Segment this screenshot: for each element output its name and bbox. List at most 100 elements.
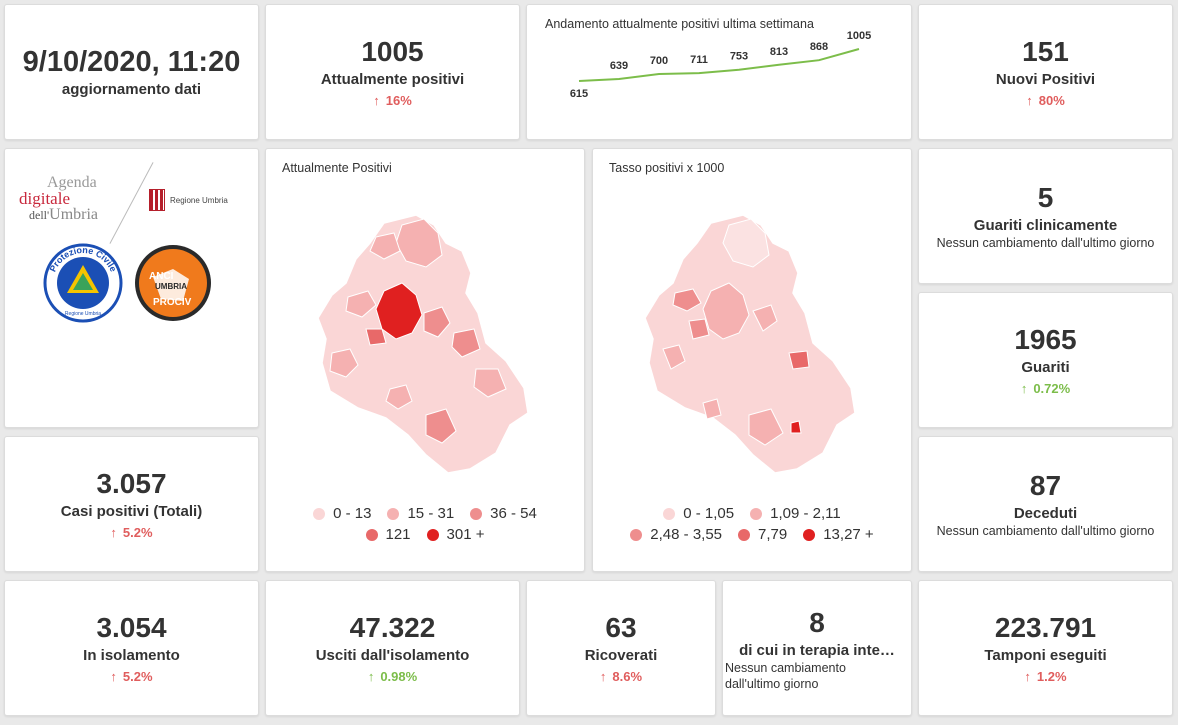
logos-card: Agenda digitale dell'Umbria Regione Umbr… (4, 148, 259, 428)
legend-label: 2,48 - 3,55 (650, 526, 723, 543)
map-positivi-chart[interactable] (266, 193, 584, 493)
legend-item[interactable]: 0 - 1,05 (663, 505, 734, 522)
trend-sparkline: 615 639 700 711 753 813 868 1005 (570, 30, 871, 100)
regione-umbria-emblem-icon (149, 189, 165, 211)
legend-swatch (365, 528, 378, 541)
trend-data-label: 813 (770, 46, 788, 58)
legend-swatch (663, 507, 676, 520)
legend-swatch (630, 528, 643, 541)
legend-item[interactable]: 15 - 31 (387, 505, 454, 522)
arrow-up-icon: ↑ (373, 93, 380, 108)
guariti-value: 1965 (1014, 324, 1077, 355)
guariti-clinicamente-card: 5 Guariti clinicamente Nessun cambiament… (918, 148, 1173, 284)
nuovi-positivi-value: 151 (1022, 36, 1069, 67)
deceduti-value: 87 (1029, 469, 1062, 501)
tamponi-card: 223.791 Tamponi eseguiti ↑ 1.2% (918, 580, 1173, 716)
guariti-clinicamente-label: Guariti clinicamente (973, 216, 1118, 234)
trend-data-label: 615 (570, 88, 588, 100)
arrow-up-icon: ↑ (599, 669, 607, 684)
trend-data-label: 711 (690, 54, 708, 66)
svg-text:PROCIV: PROCIV (153, 297, 192, 308)
casi-totali-delta: ↑ 5.2% (110, 525, 153, 540)
map-tasso-legend: 0 - 1,05 1,09 - 2,11 2,48 - 3,55 7,79 13,27 … (593, 505, 911, 543)
deceduti-card: 87 Deceduti Nessun cambiamento dall'ulti… (918, 436, 1173, 572)
attualmente-positivi-value: 1005 (361, 36, 424, 67)
trend-data-label: 700 (650, 55, 668, 67)
legend-swatch (803, 528, 816, 541)
legend-swatch (426, 528, 439, 541)
legend-label: 0 - 1,05 (683, 505, 735, 522)
legend-label: 121 (385, 526, 411, 543)
nuovi-positivi-label: Nuovi Positivi (995, 71, 1096, 88)
legend-label: 301 + (446, 526, 485, 543)
trend-data-label: 639 (610, 60, 628, 72)
nuovi-positivi-card: 151 Nuovi Positivi ↑ 80% (918, 4, 1173, 140)
casi-totali-label: Casi positivi (Totali) (60, 503, 203, 520)
attualmente-positivi-label: Attualmente positivi (320, 71, 465, 88)
update-label: aggiornamento dati (61, 80, 202, 98)
usciti-delta: ↑ 0.98% (367, 669, 418, 684)
arrow-up-icon: ↑ (110, 525, 117, 540)
arrow-up-icon: ↑ (1020, 381, 1028, 396)
trend-data-label: 753 (730, 51, 748, 63)
tamponi-value: 223.791 (994, 612, 1097, 643)
tamponi-delta: ↑ 1.2% (1024, 669, 1067, 684)
guariti-card: 1965 Guariti ↑ 0.72% (918, 292, 1173, 428)
arrow-up-icon: ↑ (1024, 669, 1031, 684)
attualmente-positivi-delta: ↑ 16% (373, 93, 412, 108)
casi-totali-card: 3.057 Casi positivi (Totali) ↑ 5.2% (4, 436, 259, 572)
trend-data-label: 1005 (847, 30, 871, 42)
map-tasso-card: Tasso positivi x 1000 0 - 1,05 1,09 - 2,1… (592, 148, 912, 572)
legend-item[interactable]: 0 - 13 (313, 505, 371, 522)
guariti-delta: ↑ 0.72% (1020, 381, 1071, 396)
legend-label: 7,79 (758, 526, 788, 543)
isolamento-card: 3.054 In isolamento ↑ 5.2% (4, 580, 259, 716)
trend-card: Andamento attualmente positivi ultima se… (526, 4, 912, 140)
casi-totali-value: 3.057 (96, 468, 167, 499)
legend-item[interactable]: 7,79 (738, 526, 787, 543)
svg-text:UMBRIA: UMBRIA (155, 282, 187, 291)
isolamento-label: In isolamento (83, 647, 180, 664)
trend-line (578, 48, 860, 82)
terapia-intensiva-note: Nessun cambiamento dall'ultimo giorno (725, 661, 846, 691)
ricoverati-delta: ↑ 8.6% (599, 669, 643, 684)
legend-label: 1,09 - 2,11 (770, 505, 841, 522)
legend-label: 0 - 13 (333, 505, 372, 522)
update-card: 9/10/2020, 11:20 aggiornamento dati (4, 4, 259, 140)
legend-item[interactable]: 36 - 54 (470, 505, 537, 522)
legend-item[interactable]: 13,27 + (803, 526, 874, 543)
tamponi-label: Tamponi eseguiti (984, 647, 1107, 664)
trend-title: Andamento attualmente positivi ultima se… (545, 17, 814, 31)
usciti-card: 47.322 Usciti dall'isolamento ↑ 0.98% (265, 580, 520, 716)
legend-swatch (738, 528, 751, 541)
guariti-label: Guariti (1021, 359, 1070, 376)
isolamento-value: 3.054 (96, 612, 167, 643)
deceduti-note: Nessun cambiamento dall'ultimo giorno (936, 523, 1155, 538)
legend-swatch (387, 507, 400, 520)
terapia-intensiva-card: 8 di cui in terapia inte… Nessun cambiam… (722, 580, 912, 716)
terapia-intensiva-label: di cui in terapia inte… (739, 642, 895, 659)
legend-label: 15 - 31 (407, 505, 455, 522)
svg-text:ANCI: ANCI (149, 271, 174, 282)
ricoverati-card: 63 Ricoverati ↑ 8.6% (526, 580, 716, 716)
arrow-up-icon: ↑ (1026, 93, 1033, 108)
legend-item[interactable]: 1,09 - 2,11 (750, 505, 841, 522)
legend-item[interactable]: 301 + (426, 526, 485, 543)
attualmente-positivi-card: 1005 Attualmente positivi ↑ 16% (265, 4, 520, 140)
legend-label: 36 - 54 (490, 505, 537, 522)
protezione-civile-logo: Protezione Civile Regione Umbria (43, 243, 123, 323)
update-datetime: 9/10/2020, 11:20 (22, 45, 241, 78)
map-positivi-title: Attualmente Positivi (282, 161, 392, 175)
trend-data-label: 868 (810, 41, 828, 53)
map-positivi-legend: 0 - 13 15 - 31 36 - 54 121 301 + (266, 505, 584, 543)
guariti-clinicamente-note: Nessun cambiamento dall'ultimo giorno (936, 235, 1155, 250)
legend-item[interactable]: 121 (365, 526, 411, 543)
map-tasso-chart[interactable] (593, 193, 911, 493)
ricoverati-value: 63 (605, 612, 637, 643)
legend-item[interactable]: 2,48 - 3,55 (630, 526, 722, 543)
legend-swatch (470, 507, 483, 520)
deceduti-label: Deceduti (1013, 504, 1078, 522)
map-tasso-title: Tasso positivi x 1000 (609, 161, 725, 175)
legend-label: 13,27 + (823, 526, 874, 543)
guariti-clinicamente-value: 5 (1037, 181, 1054, 213)
